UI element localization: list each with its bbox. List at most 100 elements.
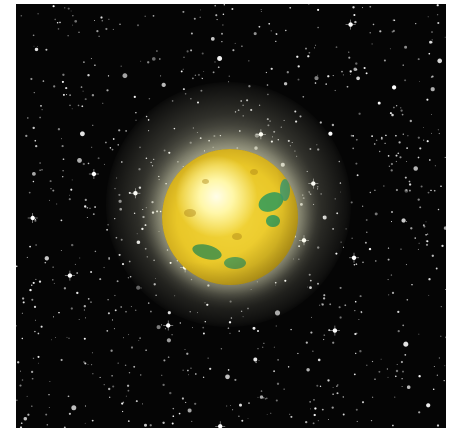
star bbox=[34, 219, 37, 222]
star bbox=[336, 385, 338, 387]
star bbox=[331, 406, 334, 409]
star bbox=[436, 14, 439, 16]
star bbox=[258, 360, 260, 361]
star bbox=[64, 7, 66, 9]
star bbox=[19, 426, 23, 428]
star bbox=[113, 328, 115, 330]
star bbox=[50, 188, 52, 190]
star bbox=[369, 32, 371, 34]
star bbox=[253, 357, 258, 362]
star bbox=[19, 384, 22, 387]
star bbox=[352, 6, 355, 9]
star bbox=[283, 82, 288, 86]
star bbox=[61, 175, 64, 178]
star bbox=[321, 408, 324, 411]
star bbox=[25, 134, 28, 138]
star bbox=[354, 300, 357, 303]
star bbox=[389, 112, 392, 115]
star bbox=[266, 84, 269, 86]
star bbox=[352, 135, 355, 137]
star bbox=[108, 258, 110, 260]
star bbox=[332, 387, 334, 388]
star bbox=[223, 4, 225, 6]
star bbox=[436, 4, 439, 7]
star bbox=[117, 144, 119, 146]
star bbox=[362, 205, 364, 207]
star bbox=[134, 309, 137, 311]
star bbox=[283, 388, 285, 390]
star bbox=[427, 191, 430, 194]
star bbox=[423, 127, 425, 128]
star bbox=[362, 261, 364, 264]
star bbox=[55, 337, 57, 339]
star bbox=[239, 403, 242, 407]
star bbox=[387, 376, 389, 378]
star bbox=[40, 105, 42, 107]
star bbox=[277, 359, 279, 361]
star bbox=[49, 381, 51, 383]
star bbox=[80, 86, 83, 88]
star bbox=[310, 408, 312, 410]
star bbox=[306, 368, 310, 372]
star bbox=[149, 310, 152, 313]
star bbox=[106, 330, 109, 332]
star bbox=[342, 413, 345, 416]
star bbox=[433, 189, 436, 192]
star bbox=[112, 28, 114, 30]
star bbox=[264, 398, 267, 400]
star bbox=[101, 19, 104, 22]
star bbox=[32, 34, 35, 37]
star bbox=[161, 82, 166, 88]
star bbox=[185, 401, 187, 403]
star bbox=[437, 21, 440, 25]
star bbox=[86, 206, 89, 209]
star bbox=[161, 324, 163, 326]
star bbox=[255, 361, 257, 364]
star bbox=[53, 282, 55, 284]
star bbox=[122, 401, 125, 404]
star bbox=[201, 52, 204, 55]
star bbox=[317, 420, 319, 422]
star bbox=[34, 139, 37, 142]
star bbox=[99, 278, 102, 281]
star bbox=[58, 311, 60, 314]
star bbox=[444, 36, 446, 38]
bright-star bbox=[329, 325, 340, 336]
star bbox=[392, 29, 395, 32]
star bbox=[334, 89, 336, 92]
star bbox=[54, 18, 57, 21]
star bbox=[436, 374, 438, 376]
star bbox=[32, 172, 36, 176]
star bbox=[383, 59, 386, 62]
star bbox=[317, 74, 319, 76]
star bbox=[314, 407, 317, 410]
star bbox=[353, 13, 356, 17]
star bbox=[79, 257, 81, 259]
star bbox=[431, 39, 433, 41]
star bbox=[259, 395, 264, 399]
star bbox=[404, 45, 408, 49]
star bbox=[183, 56, 185, 59]
star bbox=[327, 419, 329, 421]
star bbox=[187, 369, 189, 372]
star bbox=[91, 352, 94, 354]
star bbox=[99, 376, 101, 378]
star bbox=[425, 233, 427, 236]
star bbox=[57, 28, 60, 30]
star bbox=[31, 298, 34, 301]
star bbox=[265, 71, 268, 74]
star bbox=[39, 169, 41, 171]
star bbox=[225, 374, 230, 380]
star bbox=[426, 240, 429, 243]
star bbox=[52, 189, 55, 192]
star bbox=[199, 16, 201, 19]
star bbox=[355, 62, 358, 65]
star bbox=[248, 402, 250, 404]
star bbox=[68, 198, 71, 201]
star bbox=[363, 66, 366, 70]
star bbox=[305, 420, 308, 424]
star bbox=[311, 316, 313, 318]
star bbox=[118, 129, 121, 132]
star bbox=[383, 185, 385, 187]
star bbox=[26, 256, 28, 258]
